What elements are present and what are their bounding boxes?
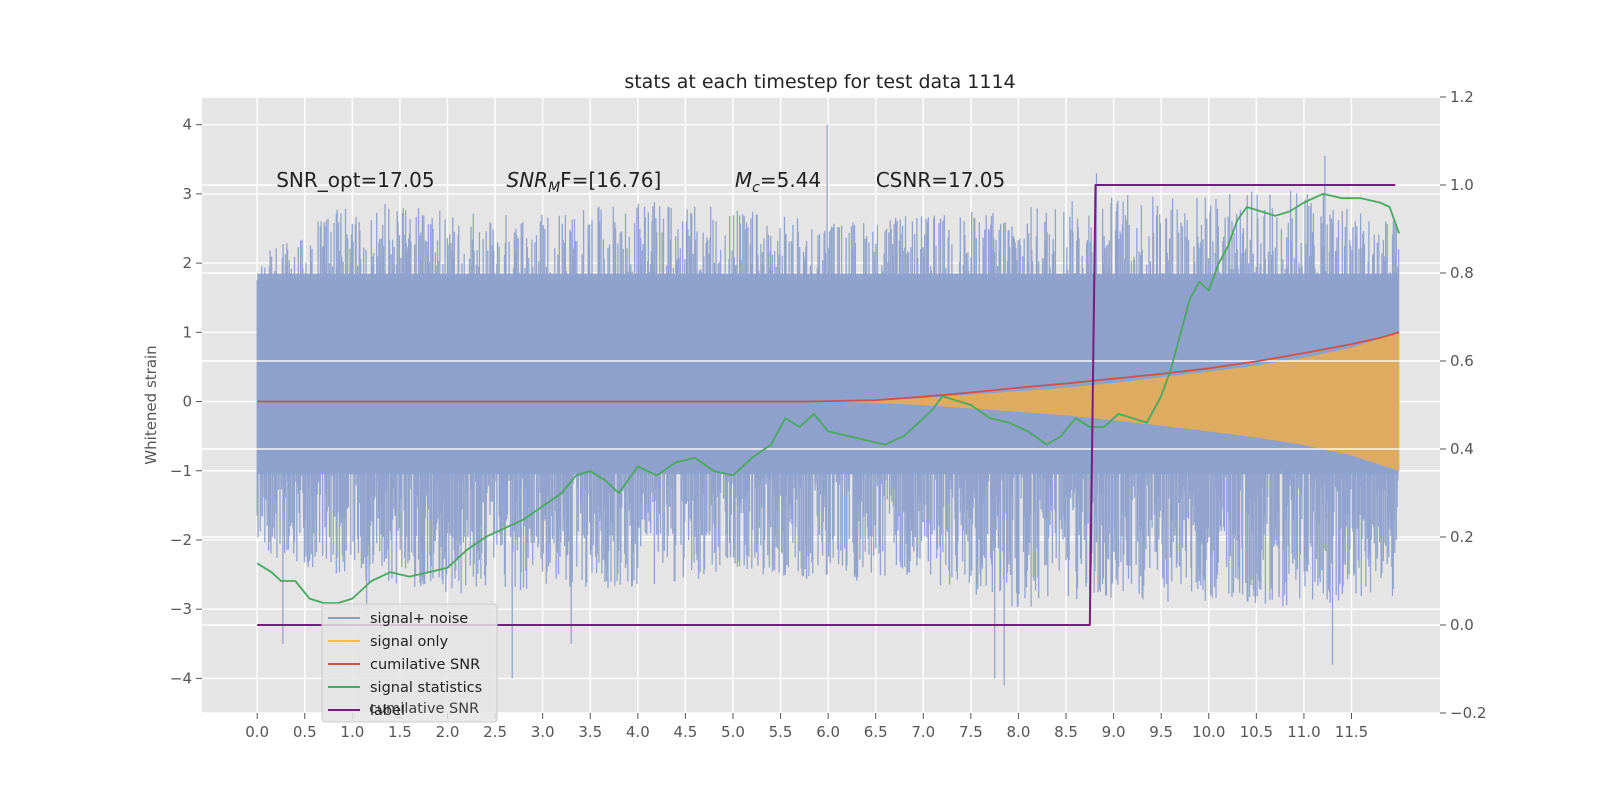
annotation-base: M [735,168,752,192]
x-tick-label: 6.0 [816,723,840,741]
y2-tick-label: 0.2 [1450,528,1474,546]
x-tick-label: 4.5 [673,723,697,741]
y-tick-label: 4 [182,116,192,134]
signal-only-series [828,332,1400,471]
legend-box [321,603,498,723]
x-tick-label: 8.5 [1054,723,1078,741]
x-tick-label: 3.0 [531,723,555,741]
legend-label: signal statistics [370,680,482,696]
annotation-text: SNRMF=[16.76] [507,168,662,196]
y-tick-label: 1 [182,323,192,341]
annotation-rest: F=[16.76] [560,168,661,192]
y2-tick-label: 1.2 [1450,88,1474,106]
annotations: SNR_opt=17.05 SNRMF=[16.76] Mc=5.44 CSNR=17… [276,168,1005,196]
y-tick-label: 3 [182,185,192,203]
x-tick-label: 11.5 [1335,723,1368,741]
label-series [257,184,1396,626]
y-tick-label: −1 [170,462,192,480]
legend-label: signal only [370,634,449,650]
y2-tick-label: 1.0 [1450,176,1474,194]
x-tick-label: 6.5 [864,723,888,741]
y2-tick-label: 0.4 [1450,440,1474,458]
x-tick-label: 10.5 [1240,723,1273,741]
legend-label: signal+ noise [370,611,468,627]
annotation-rest: =5.44 [760,168,821,192]
legend: cumilative SNR signal+ noise signal only cu… [321,603,498,723]
legend-label: label [370,703,405,719]
axes: 4 3 2 1 0 −1 −2 −3 −4 1.2 1.0 0.8 0.6 0.4 0.2 0.0 −0.2 0.… [170,88,1487,741]
data-layer [202,124,1440,686]
y-tick-label: −3 [170,600,192,618]
annotation-subscript: M [548,180,560,196]
x-tick-label: 7.5 [959,723,983,741]
y-tick-label: 2 [182,254,192,272]
y-tick-label: −4 [170,669,192,687]
y-tick-label: −2 [170,531,192,549]
x-tick-label: 3.5 [578,723,602,741]
x-tick-label: 11.0 [1287,723,1320,741]
y-tick-label: 0 [182,393,192,411]
annotation-text: SNR_opt=17.05 [276,168,434,192]
x-tick-label: 2.0 [436,723,460,741]
legend-label: cumilative SNR [370,657,480,673]
annotation-text: CSNR=17.05 [876,168,1006,192]
y2-tick-label: 0.0 [1450,616,1474,634]
y-axis-label: Whitened strain [142,345,160,464]
x-tick-label: 5.0 [721,723,745,741]
x-tick-label: 8.0 [1007,723,1031,741]
signal-statistics-series [256,192,1400,604]
y2-tick-label: −0.2 [1450,704,1486,722]
y2-tick-label: 0.6 [1450,352,1474,370]
x-tick-label: 7.0 [911,723,935,741]
x-tick-label: 9.0 [1102,723,1126,741]
chart-title: stats at each timestep for test data 111… [624,71,1015,93]
annotation-text: Mc=5.44 [735,168,821,196]
x-tick-label: 1.0 [340,723,364,741]
x-tick-label: 1.5 [388,723,412,741]
legend-ghost-text: cumilative SNR [369,701,479,717]
x-tick-label: 10.0 [1192,723,1225,741]
annotation-base: SNR [507,168,549,192]
cumilative-snr-series [257,331,1400,403]
x-tick-label: 5.5 [769,723,793,741]
y2-tick-label: 0.8 [1450,264,1474,282]
x-tick-label: 9.5 [1149,723,1173,741]
x-tick-label: 0.0 [245,723,269,741]
x-tick-label: 2.5 [483,723,507,741]
x-tick-label: 0.5 [293,723,317,741]
x-tick-label: 4.0 [626,723,650,741]
annotation-subscript: c [752,180,760,196]
